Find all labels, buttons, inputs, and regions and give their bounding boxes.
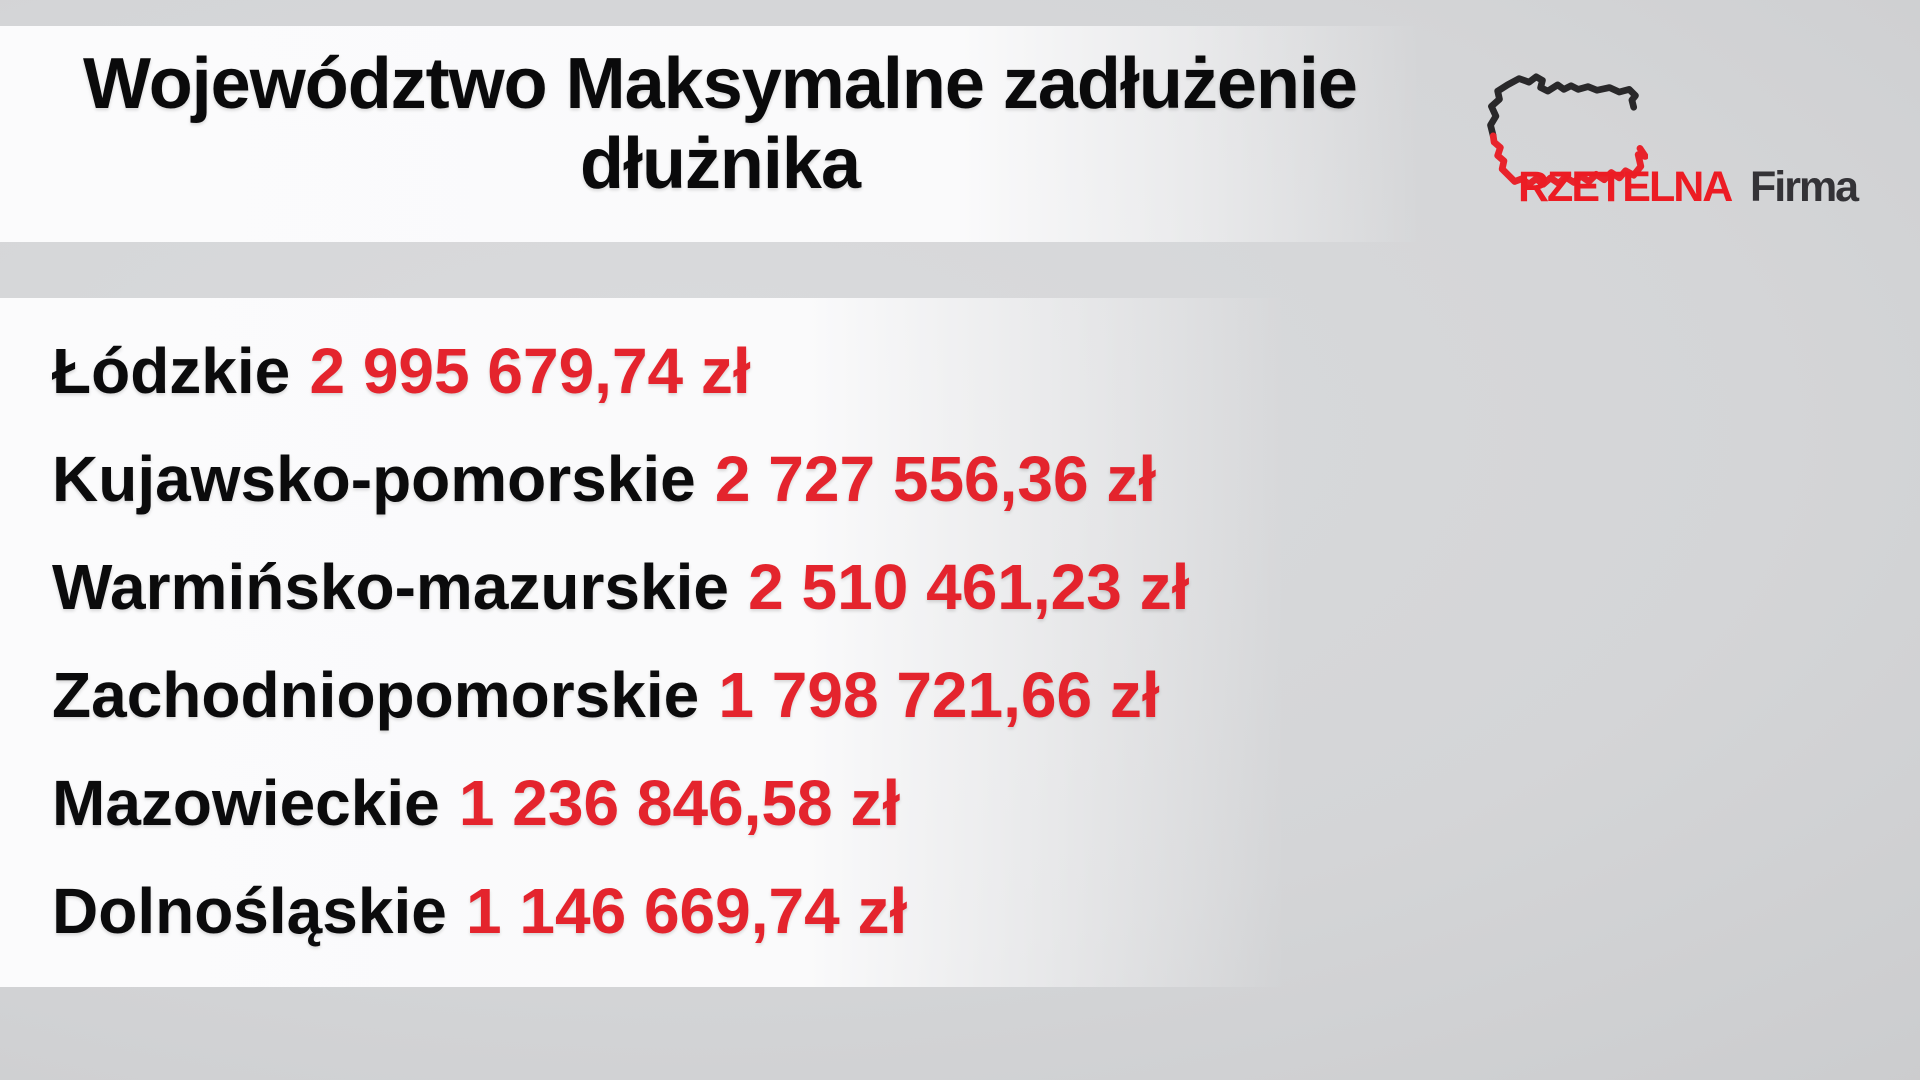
debt-list: Łódzkie 2 995 679,74 zł Kujawsko-pomorski…	[52, 317, 1189, 965]
debt-amount: 2 510 461,23 zł	[748, 551, 1190, 623]
debt-amount: 1 798 721,66 zł	[718, 659, 1160, 731]
region-debt-row: Zachodniopomorskie 1 798 721,66 zł	[52, 641, 1189, 749]
brand-name-rzetelna: RZETELNA	[1518, 163, 1732, 211]
debt-amount: 2 995 679,74 zł	[309, 335, 751, 407]
page-title: Województwo Maksymalne zadłużenie dłużni…	[0, 44, 1440, 204]
debt-amount: 1 236 846,58 zł	[458, 767, 901, 839]
region-name: Kujawsko-pomorskie	[52, 443, 696, 515]
region-debt-row: Łódzkie 2 995 679,74 zł	[52, 317, 1189, 425]
title-line-2: dłużnika	[579, 124, 861, 204]
region-debt-row: Kujawsko-pomorskie 2 727 556,36 zł	[52, 425, 1189, 533]
brand-name-firma: Firma	[1750, 163, 1859, 211]
region-name: Mazowieckie	[52, 767, 440, 839]
brand-wordmark: RZETELNA Firma	[1518, 163, 1859, 211]
region-name: Dolnośląskie	[52, 875, 447, 947]
region-name: Łódzkie	[52, 335, 291, 407]
region-name: Warmińsko-mazurskie	[52, 551, 729, 623]
region-debt-row: Mazowieckie 1 236 846,58 zł	[52, 749, 1189, 857]
title-line-1: Województwo Maksymalne zadłużenie	[83, 44, 1358, 124]
rzetelna-firma-logo: RZETELNA Firma	[1478, 55, 1878, 230]
poland-outline-icon	[1487, 73, 1648, 188]
debt-amount: 2 727 556,36 zł	[714, 443, 1157, 515]
region-debt-row: Dolnośląskie 1 146 669,74 zł	[52, 857, 1189, 965]
debt-amount: 1 146 669,74 zł	[466, 875, 908, 947]
region-debt-row: Warmińsko-mazurskie 2 510 461,23 zł	[52, 533, 1189, 641]
poland-outline-north	[1487, 73, 1639, 140]
poland-outline-south	[1489, 132, 1648, 188]
region-name: Zachodniopomorskie	[52, 659, 700, 731]
